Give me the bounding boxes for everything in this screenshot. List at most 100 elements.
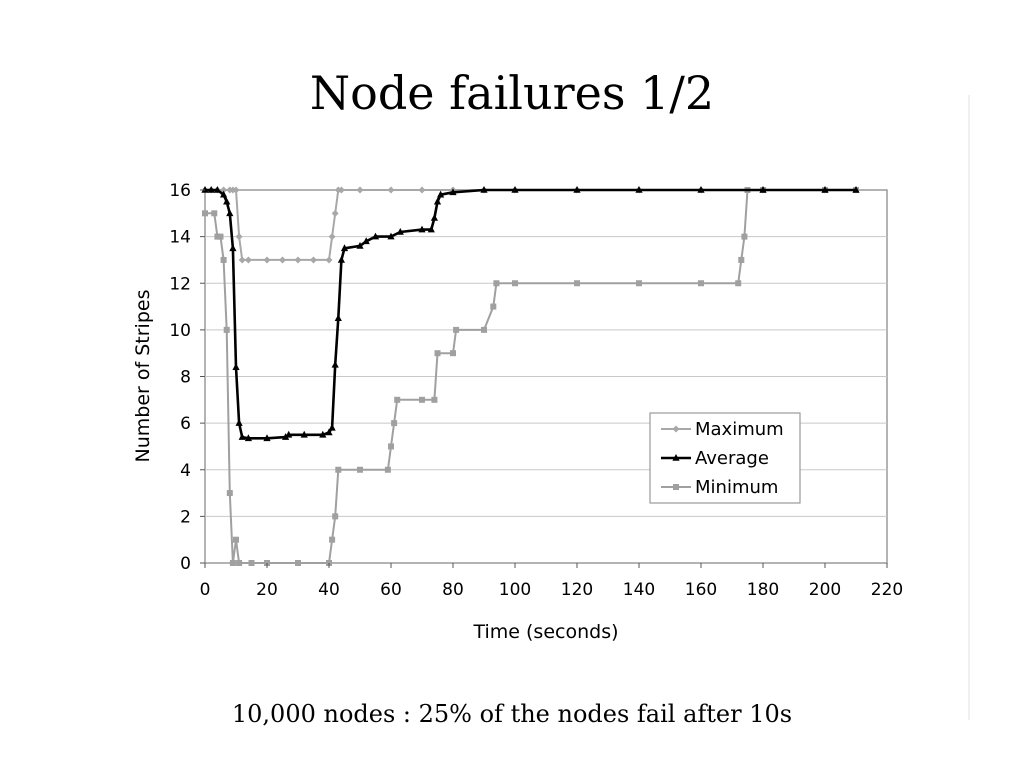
data-point-minimum [233, 536, 239, 543]
data-point-minimum [434, 350, 441, 357]
data-point-minimum [248, 560, 255, 566]
data-point-minimum [512, 280, 518, 287]
data-point-maximum [294, 256, 302, 264]
data-point-average [282, 433, 290, 440]
legend-marker-maximum [672, 425, 680, 433]
data-point-minimum [220, 256, 227, 263]
data-point-minimum [332, 513, 339, 520]
data-point-minimum [329, 536, 336, 543]
legend-label-average: Average [695, 448, 769, 469]
data-point-maximum [244, 256, 252, 264]
data-point-maximum [310, 256, 317, 264]
data-point-minimum [453, 326, 460, 333]
data-point-average [334, 314, 342, 322]
data-point-average [433, 197, 442, 205]
x-tick-label: 40 [318, 580, 340, 600]
data-point-maximum [279, 256, 286, 264]
data-point-average [300, 430, 308, 438]
data-point-average [821, 186, 829, 193]
data-point-average [573, 186, 581, 193]
data-point-minimum [211, 210, 218, 217]
legend-label-maximum: Maximum [695, 419, 784, 440]
y-tick-label: 16 [169, 181, 191, 201]
data-point-minimum [574, 280, 580, 287]
y-tick-label: 14 [169, 228, 191, 248]
data-point-average [511, 186, 519, 193]
x-tick-label: 140 [623, 580, 655, 600]
data-point-minimum [236, 560, 243, 566]
data-point-maximum [328, 233, 336, 241]
data-point-minimum [741, 233, 748, 240]
data-point-minimum [214, 233, 221, 240]
y-tick-label: 4 [180, 461, 191, 481]
y-tick-label: 10 [169, 321, 191, 341]
data-point-average [244, 434, 252, 442]
data-point-average [328, 423, 336, 431]
legend-label-minimum: Minimum [695, 477, 778, 498]
data-point-average [337, 255, 345, 263]
x-axis-label: Time (seconds) [472, 621, 618, 643]
x-tick-label: 80 [442, 580, 464, 600]
data-point-minimum [229, 560, 236, 566]
x-tick-label: 20 [256, 580, 278, 600]
data-point-average [480, 186, 488, 193]
data-point-average [220, 190, 228, 198]
data-point-minimum [391, 420, 398, 427]
data-point-minimum [217, 233, 224, 240]
data-point-average [371, 232, 380, 240]
data-point-average [235, 419, 243, 426]
data-point-average [437, 190, 445, 198]
data-point-minimum [223, 326, 230, 333]
legend-items: Maximum Average Minimum [661, 419, 784, 498]
data-point-average [263, 434, 271, 442]
y-axis-label: Number of Stripes [132, 290, 154, 463]
y-tick-label: 2 [180, 507, 191, 527]
y-tick-label: 8 [180, 368, 191, 388]
x-tick-label: 0 [200, 580, 211, 600]
data-point-average [430, 213, 438, 221]
data-point-maximum [356, 186, 364, 194]
data-point-maximum [387, 186, 395, 194]
legend-marker-minimum [673, 484, 679, 490]
data-point-average [635, 186, 643, 193]
data-point-average [238, 433, 246, 440]
data-point-maximum [238, 256, 246, 264]
data-point-average [387, 232, 395, 240]
data-point-maximum [331, 209, 339, 217]
data-point-minimum [295, 560, 301, 566]
data-point-average [418, 225, 426, 233]
data-point-average [697, 186, 705, 193]
data-point-average [396, 227, 404, 235]
data-point-minimum [384, 466, 391, 473]
data-point-minimum [636, 280, 642, 287]
data-point-average [449, 188, 457, 196]
data-point-minimum [202, 210, 208, 217]
x-tick-label: 200 [809, 580, 841, 600]
legend-item-minimum: Minimum [661, 477, 778, 498]
legend-item-maximum: Maximum [661, 419, 784, 440]
data-point-maximum [232, 186, 240, 194]
data-point-minimum [735, 280, 742, 287]
data-point-minimum [490, 303, 497, 310]
data-point-minimum [450, 350, 456, 357]
data-point-minimum [481, 326, 487, 333]
slide-edge-divider [968, 95, 970, 720]
series-average [201, 186, 860, 442]
data-point-minimum [419, 396, 425, 403]
data-point-minimum [493, 280, 500, 287]
data-point-average [362, 237, 370, 245]
data-point-maximum [337, 186, 345, 194]
data-point-maximum [418, 186, 426, 194]
legend-item-average: Average [661, 448, 769, 469]
legend: Maximum Average Minimum [649, 412, 801, 504]
data-point-average [229, 244, 237, 252]
data-point-average [232, 363, 240, 370]
data-point-minimum [738, 256, 745, 263]
data-point-average [223, 197, 231, 205]
data-point-average [226, 209, 234, 217]
line-chart: 0 2 4 6 8 10 12 14 16 0 20 40 60 80 100 120 140 160 180 200… [120, 170, 920, 650]
data-point-minimum [226, 490, 233, 497]
data-point-average [325, 428, 333, 436]
